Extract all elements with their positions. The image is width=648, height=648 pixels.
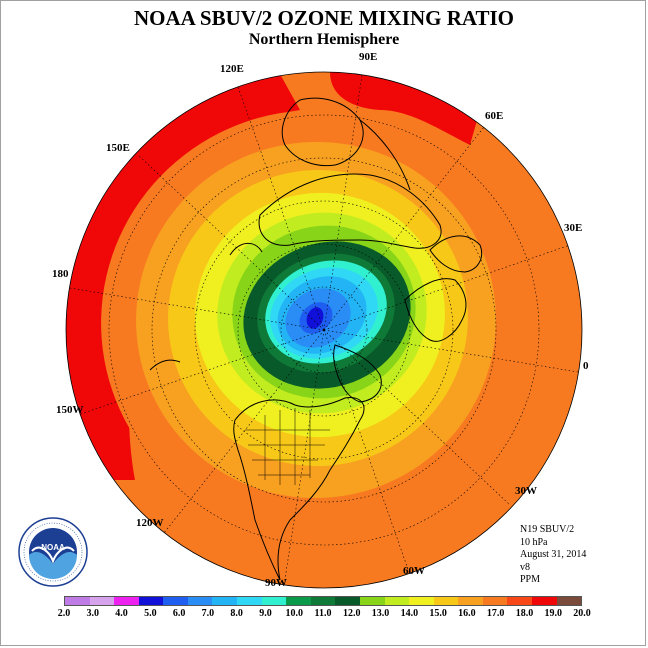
lon-label-60w: 60W <box>403 565 425 577</box>
colorbar-tick-label: 7.0 <box>201 608 215 619</box>
lon-label-150e: 150E <box>106 142 130 154</box>
coastlines <box>149 97 483 581</box>
colorbar-swatch <box>531 597 557 605</box>
colorbar-tick-label: 4.0 <box>115 608 128 619</box>
colorbar-ticks: 2.0 3.0 4.0 5.0 6.0 7.0 8.0 9.0 10.0 11.0 12.0 13.0… <box>48 608 598 622</box>
colorbar-swatch <box>310 597 336 605</box>
map-subtitle: Northern Hemisphere <box>248 31 400 48</box>
map-title: NOAA SBUV/2 OZONE MIXING RATIO <box>134 6 514 30</box>
colorbar-tick-label: 20.0 <box>573 608 591 619</box>
colorbar-tick-label: 19.0 <box>544 608 562 619</box>
colorbar-swatch <box>482 597 508 605</box>
colorbar-tick-label: 9.0 <box>259 608 272 619</box>
lon-label-90e: 90E <box>359 51 378 63</box>
colorbar-swatch <box>212 597 238 605</box>
colorbar-tick-label: 14.0 <box>400 608 419 619</box>
colorbar-tick-label: 15.0 <box>429 608 447 619</box>
colorbar-swatch <box>507 597 532 605</box>
lon-label-0: 0 <box>583 360 589 372</box>
colorbar-swatch <box>433 597 459 605</box>
colorbar-swatch <box>65 597 90 605</box>
colorbar-swatch <box>138 597 164 605</box>
info-block: N19 SBUV/2 10 hPa August 31, 2014 v8 PPM <box>520 524 586 587</box>
meridians <box>69 74 579 586</box>
colorbar-tick-label: 8.0 <box>230 608 243 619</box>
colorbar-swatch <box>163 597 188 605</box>
colorbar-tick-label: 6.0 <box>172 608 186 619</box>
colorbar-tick-label: 3.0 <box>86 608 100 619</box>
colorbar-tick-label: 17.0 <box>486 608 505 619</box>
latitude-circles <box>108 114 540 546</box>
colorbar-swatch <box>409 597 434 605</box>
colorbar-swatch <box>187 597 213 605</box>
hemisphere-outline <box>65 71 583 589</box>
colorbar-tick-label: 18.0 <box>515 608 534 619</box>
lon-label-150w: 150W <box>56 404 84 416</box>
info-level: 10 hPa <box>520 536 548 548</box>
colorbar-tick-label: 16.0 <box>458 608 476 619</box>
colorbar-swatch <box>458 597 483 605</box>
colorbar-tick-label: 12.0 <box>343 608 361 619</box>
info-date: August 31, 2014 <box>520 549 587 560</box>
colorbar-swatch <box>237 597 262 605</box>
noaa-logo-text: NOAA <box>41 543 65 552</box>
lon-label-90w: 90W <box>265 577 287 589</box>
lon-label-30w: 30W <box>515 485 537 497</box>
lon-label-120e: 120E <box>220 63 244 75</box>
lon-label-30e: 30E <box>564 222 583 234</box>
colorbar-swatch <box>89 597 115 605</box>
info-instrument: N19 SBUV/2 <box>520 524 575 535</box>
colorbar-swatch <box>556 597 582 605</box>
lon-label-60e: 60E <box>485 110 504 122</box>
colorbar-tick-label: 2.0 <box>57 608 71 619</box>
colorbar-swatch <box>286 597 311 605</box>
lon-label-120w: 120W <box>136 517 164 529</box>
colorbar-tick-label: 5.0 <box>144 608 157 619</box>
ozone-min <box>306 307 324 329</box>
colorbar-swatch <box>261 597 287 605</box>
colorbar-tick-label: 11.0 <box>314 608 332 619</box>
ozone-band-19-east <box>330 72 480 145</box>
colorbar-swatch <box>359 597 385 605</box>
colorbar-tick-label: 10.0 <box>285 608 303 619</box>
colorbar <box>64 596 582 606</box>
state-borders <box>245 408 330 485</box>
lon-label-180: 180 <box>52 268 69 280</box>
info-version: v8 <box>520 561 530 573</box>
colorbar-swatch <box>335 597 360 605</box>
info-units: PPM <box>520 574 541 585</box>
colorbar-swatch <box>384 597 410 605</box>
noaa-logo: NOAA <box>18 517 88 587</box>
colorbar-tick-label: 13.0 <box>371 608 390 619</box>
colorbar-swatch <box>114 597 139 605</box>
